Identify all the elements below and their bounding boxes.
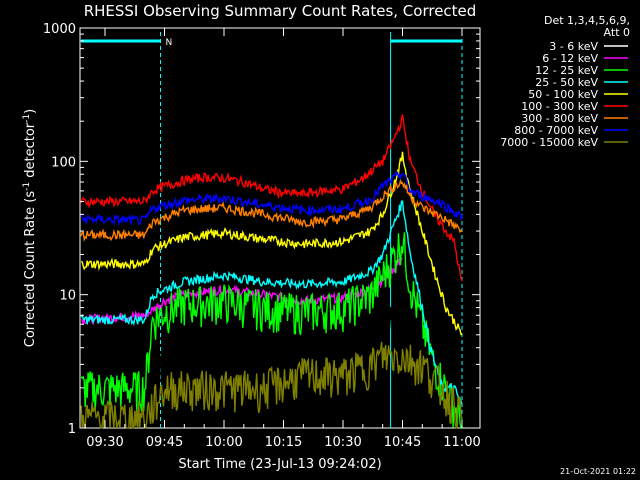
y-tick-label-2: 100 [51,155,76,170]
y-tick-label-1: 10 [59,289,76,304]
legend-header-line1: Det 1,3,4,5,6,9, [544,14,630,27]
x-tick-label-4: 10:30 [324,435,361,450]
y-axis-label-part2: detector [23,122,38,182]
x-tick-label-1: 09:45 [146,435,183,450]
chart-title: RHESSI Observing Summary Count Rates, Co… [84,2,477,20]
series-line-5 [80,114,463,282]
y-axis-label-sup2: -1 [22,114,32,123]
x-axis-label: Start Time (23-Jul-13 09:24:02) [178,457,381,472]
series-line-7 [80,171,463,227]
y-axis-label-part3: ) [23,109,38,114]
legend-label-1: 6 - 12 keV [542,52,598,65]
y-axis-label-part1: Corrected Count Rate (s [23,191,38,348]
saa-label: N [166,38,173,48]
x-tick-label-5: 10:45 [384,435,421,450]
legend-label-7: 800 - 7000 keV [514,124,598,137]
x-tick-label-3: 10:15 [265,435,302,450]
series-line-6 [80,178,463,243]
y-axis-label-sup1: -1 [22,182,32,191]
legend-label-2: 12 - 25 keV [535,64,598,77]
legend-label-6: 300 - 800 keV [521,112,598,125]
series-line-2 [80,232,462,429]
legend-header-line2: Att 0 [604,26,630,39]
y-tick-label-3: 1000 [43,22,76,37]
x-tick-label-0: 09:30 [86,435,123,450]
footer-date: 21-Oct-2021 01:22 [560,467,636,476]
ticks-layer: 09:30 09:45 10:00 10:15 10:30 10:45 11:00 1 10 10… [43,22,481,450]
series-layer [80,114,463,429]
legend-label-0: 3 - 6 keV [549,40,598,53]
y-tick-label-0: 1 [68,422,76,437]
legend-label-5: 100 - 300 keV [521,100,598,113]
y-axis-label: Corrected Count Rate (s-1 detector-1) [22,109,38,347]
legend-label-3: 25 - 50 keV [535,76,598,89]
series-line-0 [80,290,404,386]
legend-label-4: 50 - 100 keV [528,88,598,101]
x-tick-label-2: 10:00 [205,435,242,450]
plot-frame [79,27,481,429]
legend-label-8: 7000 - 15000 keV [500,136,598,149]
x-tick-label-6: 11:00 [443,435,480,450]
series-line-3 [80,200,463,405]
